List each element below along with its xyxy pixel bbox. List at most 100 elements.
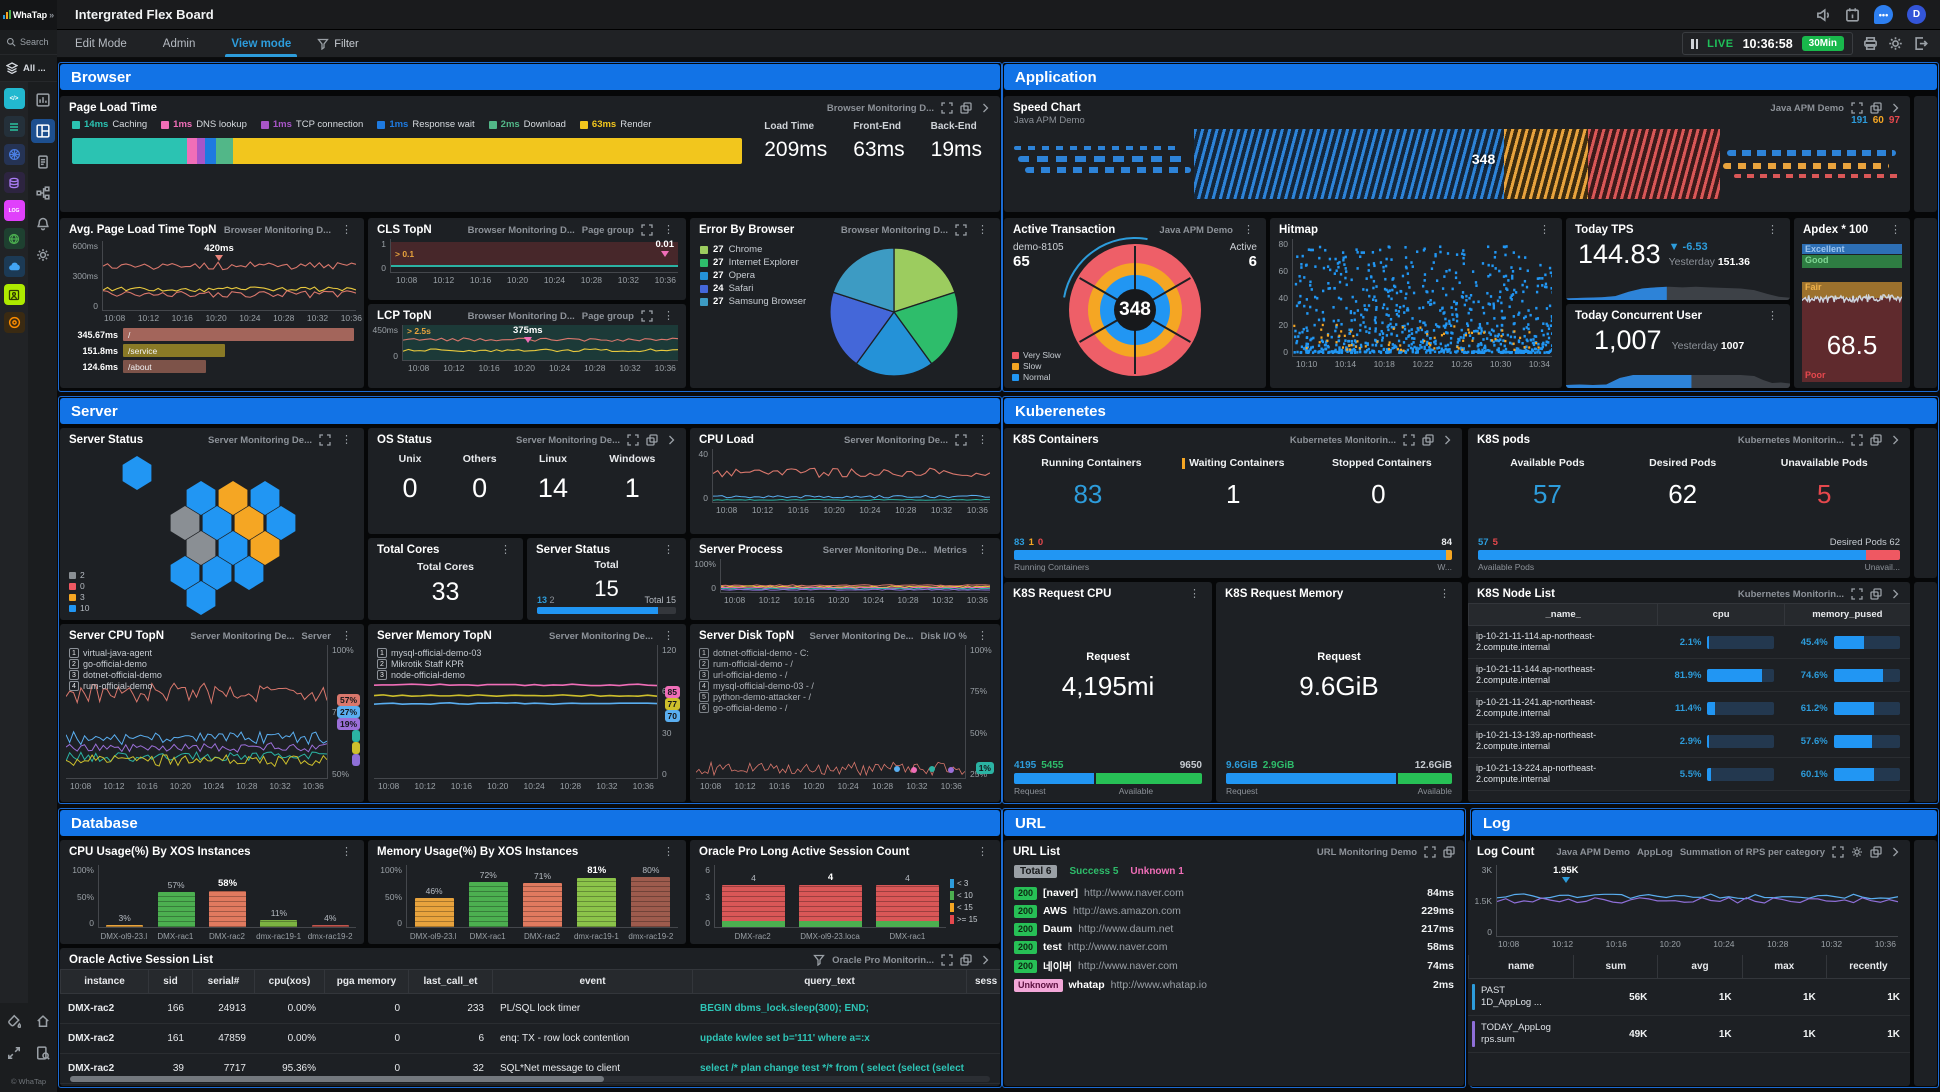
fullscreen-toggle[interactable] xyxy=(2,1041,26,1065)
legend-item[interactable]: 1 mysql-official-demo-03 xyxy=(377,648,481,658)
datasource-label[interactable]: Server Monitoring De... xyxy=(190,630,295,642)
datasource-label[interactable]: Browser Monitoring D... xyxy=(467,310,575,322)
tab-view-mode[interactable]: View mode xyxy=(213,30,309,57)
copy-icon[interactable] xyxy=(1870,846,1882,858)
sidebar-item-oracle[interactable] xyxy=(3,312,25,333)
column-header[interactable]: name xyxy=(1468,955,1573,978)
announcement-icon[interactable] xyxy=(1816,7,1831,22)
fullscreen-icon[interactable] xyxy=(1851,102,1863,114)
list-item[interactable]: 200 AWS http://aws.amazon.com 229ms xyxy=(1004,902,1464,920)
legend-item[interactable]: 27 Opera xyxy=(700,270,806,281)
table-row[interactable]: ip-10-21-11-241.ap-northeast-2.compute.i… xyxy=(1468,692,1910,725)
success-badge[interactable]: Success 5 xyxy=(1069,866,1119,877)
sidebar-item-log[interactable]: LOG xyxy=(3,200,25,221)
list-item[interactable]: 200 Daum http://www.daum.net 217ms xyxy=(1004,920,1464,938)
datasource-label[interactable]: Browser Monitoring D... xyxy=(467,224,575,236)
chevron-right-icon[interactable] xyxy=(665,434,677,446)
column-header[interactable]: recently xyxy=(1825,955,1910,978)
total-badge[interactable]: Total 6 xyxy=(1014,865,1058,878)
sidebar-search[interactable]: Search xyxy=(0,30,57,55)
more-icon[interactable]: ⋮ xyxy=(977,845,988,858)
legend-item[interactable]: 3 url-official-demo - / xyxy=(699,670,814,680)
legend-item[interactable]: 1 dotnet-official-demo - C: xyxy=(699,648,814,658)
table-row[interactable]: DMX-rac2 161 47859 0.00% 0 6 enq: TX - r… xyxy=(60,1024,1000,1054)
fullscreen-icon[interactable] xyxy=(1832,846,1844,858)
settings-icon[interactable] xyxy=(1851,846,1863,858)
more-icon[interactable]: ⋮ xyxy=(500,543,511,556)
legend-item[interactable]: 3 dotnet-official-demo xyxy=(69,670,162,680)
legend-item[interactable]: 5 python-demo-attacker - / xyxy=(699,692,814,702)
more-icon[interactable]: ⋮ xyxy=(1439,587,1450,600)
sidebar-item-cloud[interactable] xyxy=(3,256,25,277)
datasource-label[interactable]: Server Monitoring De... xyxy=(516,434,620,446)
group-label[interactable]: Page group xyxy=(581,310,634,322)
legend-item[interactable]: 24 Safari xyxy=(700,283,806,294)
datasource-label[interactable]: Kubernetes Monitorin... xyxy=(1737,588,1844,600)
sidebar-item-database[interactable] xyxy=(3,172,25,193)
more-icon[interactable]: ⋮ xyxy=(1767,223,1778,236)
bar-slot[interactable]: 4 xyxy=(869,865,946,927)
sidebar-project-selector[interactable]: All ... xyxy=(0,55,57,82)
calendar-info-icon[interactable] xyxy=(1845,7,1860,22)
legend-item[interactable]: 4 mysql-official-demo-03 - / xyxy=(699,681,814,691)
server-hex[interactable] xyxy=(122,456,152,490)
fullscreen-icon[interactable] xyxy=(941,102,953,114)
datasource-label[interactable]: Server Monitoring De... xyxy=(822,544,927,556)
datasource-label[interactable]: Java APM Demo xyxy=(1556,846,1630,858)
table-row[interactable]: TODAY_AppLog rps.sum 49K 1K 1K 1K xyxy=(1468,1016,1910,1053)
chevron-right-icon[interactable] xyxy=(1889,846,1901,858)
copy-icon[interactable] xyxy=(1870,434,1882,446)
tab-admin[interactable]: Admin xyxy=(162,37,196,50)
more-icon[interactable]: ⋮ xyxy=(663,223,674,236)
table-row[interactable]: ip-10-21-13-139.ap-northeast-2.compute.i… xyxy=(1468,725,1910,758)
legend-item[interactable]: 3 node-official-demo xyxy=(377,670,481,680)
datasource-label[interactable]: Browser Monitoring D... xyxy=(826,102,934,114)
bar-slot[interactable]: 4% xyxy=(305,865,356,927)
copy-icon[interactable] xyxy=(1443,846,1455,858)
chevron-right-icon[interactable] xyxy=(1889,588,1901,600)
more-icon[interactable]: ⋮ xyxy=(977,629,988,642)
applog-label[interactable]: AppLog xyxy=(1636,846,1673,858)
whatap-logo[interactable]: WhaTap » xyxy=(0,0,57,30)
chevron-right-icon[interactable] xyxy=(1441,434,1453,446)
diskio-label[interactable]: Disk I/O % xyxy=(920,630,967,642)
fullscreen-icon[interactable] xyxy=(1851,588,1863,600)
chevron-right-icon[interactable] xyxy=(1889,434,1901,446)
datasource-label[interactable]: Oracle Pro Monitorin... xyxy=(832,954,934,966)
more-icon[interactable]: ⋮ xyxy=(663,845,674,858)
datasource-label[interactable]: URL Monitoring Demo xyxy=(1316,846,1417,858)
fullscreen-icon[interactable] xyxy=(627,434,639,446)
exit-icon[interactable] xyxy=(1913,36,1928,51)
sidebar-nav-report[interactable] xyxy=(31,150,55,174)
chevron-right-icon[interactable] xyxy=(1889,102,1901,114)
time-range-badge[interactable]: 30Min xyxy=(1801,36,1844,51)
sidebar-nav-alerts[interactable] xyxy=(31,212,55,236)
bar-slot[interactable]: 46% xyxy=(407,865,461,927)
cpu-load-chart[interactable] xyxy=(712,449,990,503)
server-hex-grid[interactable] xyxy=(122,456,322,620)
fullscreen-icon[interactable] xyxy=(1403,434,1415,446)
fullscreen-icon[interactable] xyxy=(941,954,953,966)
legend-item[interactable]: 27 Chrome xyxy=(700,244,806,255)
column-header[interactable]: serial# xyxy=(192,970,254,993)
settings-icon[interactable] xyxy=(1888,36,1903,51)
column-header[interactable]: sid xyxy=(148,970,192,993)
more-icon[interactable]: ⋮ xyxy=(1539,223,1550,236)
more-icon[interactable]: ⋮ xyxy=(341,433,352,446)
datasource-label[interactable]: Kubernetes Monitorin... xyxy=(1737,434,1844,446)
bar-slot[interactable]: 71% xyxy=(515,865,569,927)
copy-icon[interactable] xyxy=(960,954,972,966)
legend-item[interactable]: 27 Samsung Browser xyxy=(700,296,806,307)
sidebar-item-browser[interactable] xyxy=(3,284,25,305)
group-label[interactable]: Page group xyxy=(581,224,634,236)
datasource-label[interactable]: Browser Monitoring D... xyxy=(223,224,331,236)
more-icon[interactable]: ⋮ xyxy=(1243,223,1254,236)
more-icon[interactable]: ⋮ xyxy=(341,845,352,858)
sidebar-nav-analytics[interactable] xyxy=(31,88,55,112)
more-icon[interactable]: ⋮ xyxy=(663,543,674,556)
column-header[interactable]: event xyxy=(492,970,692,993)
avg-load-chart[interactable]: 420ms xyxy=(102,241,356,311)
datasource-label[interactable]: Kubernetes Monitorin... xyxy=(1289,434,1396,446)
column-header[interactable]: last_call_et xyxy=(408,970,492,993)
mem-topn-chart[interactable] xyxy=(374,645,658,779)
